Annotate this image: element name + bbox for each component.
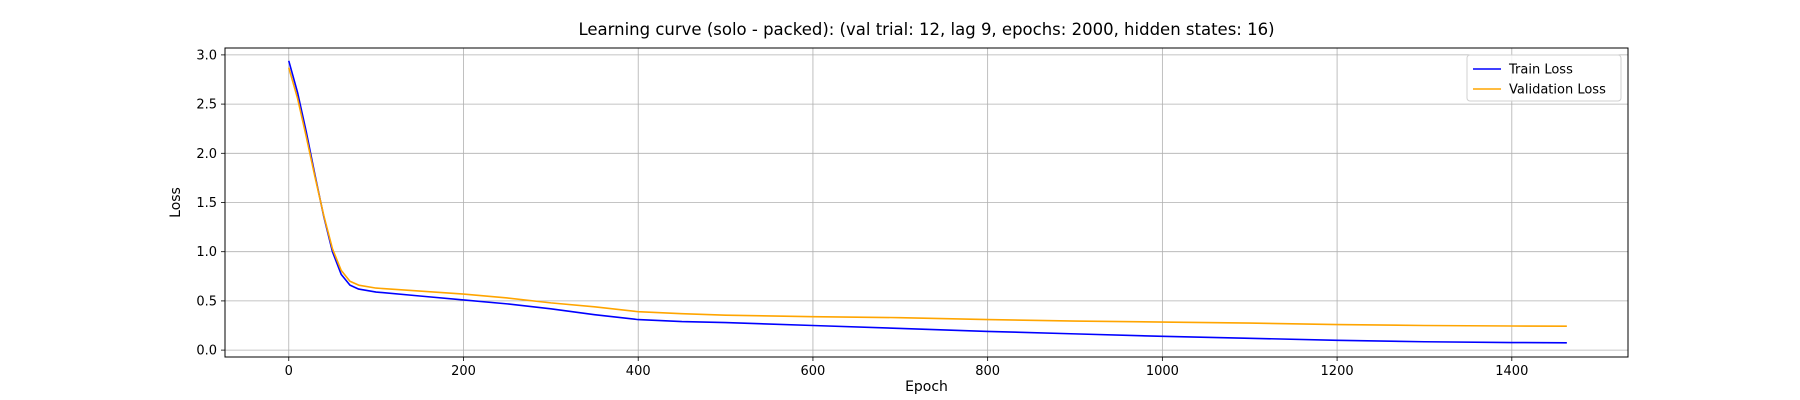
- x-tick-label: 1000: [1146, 364, 1179, 379]
- y-axis-label: Loss: [168, 187, 184, 218]
- legend-entry: Validation Loss: [1509, 83, 1606, 98]
- y-tick-label: 1.0: [196, 245, 217, 260]
- x-tick-label: 1200: [1321, 364, 1354, 379]
- y-tick-label: 3.0: [196, 48, 217, 63]
- y-tick-label: 0.5: [196, 294, 217, 309]
- chart-title: Learning curve (solo - packed): (val tri…: [578, 20, 1274, 39]
- legend: Train Loss Validation Loss: [1466, 54, 1622, 102]
- y-tick-label: 1.5: [196, 196, 217, 211]
- y-tick-label: 2.0: [196, 147, 217, 162]
- x-tick-label: 200: [451, 364, 476, 379]
- y-tick-label: 0.0: [196, 344, 217, 359]
- axis-ticks: 0 200 400 600 800 1000 1200 1400 0.0 0.5 1.0 1.5 2.0…: [196, 48, 1528, 379]
- legend-entry: Train Loss: [1508, 63, 1573, 78]
- series-line-validation-loss: [288, 67, 1567, 327]
- x-axis-label: Epoch: [905, 379, 948, 395]
- series-lines: [287, 60, 1567, 344]
- x-tick-label: 400: [626, 364, 651, 379]
- x-tick-label: 600: [801, 364, 826, 379]
- legend-box: [1466, 54, 1622, 102]
- x-tick-label: 0: [285, 364, 293, 379]
- x-tick-label: 800: [975, 364, 1000, 379]
- x-tick-label: 1400: [1495, 364, 1528, 379]
- grid: [225, 48, 1628, 357]
- y-tick-label: 2.5: [196, 98, 217, 113]
